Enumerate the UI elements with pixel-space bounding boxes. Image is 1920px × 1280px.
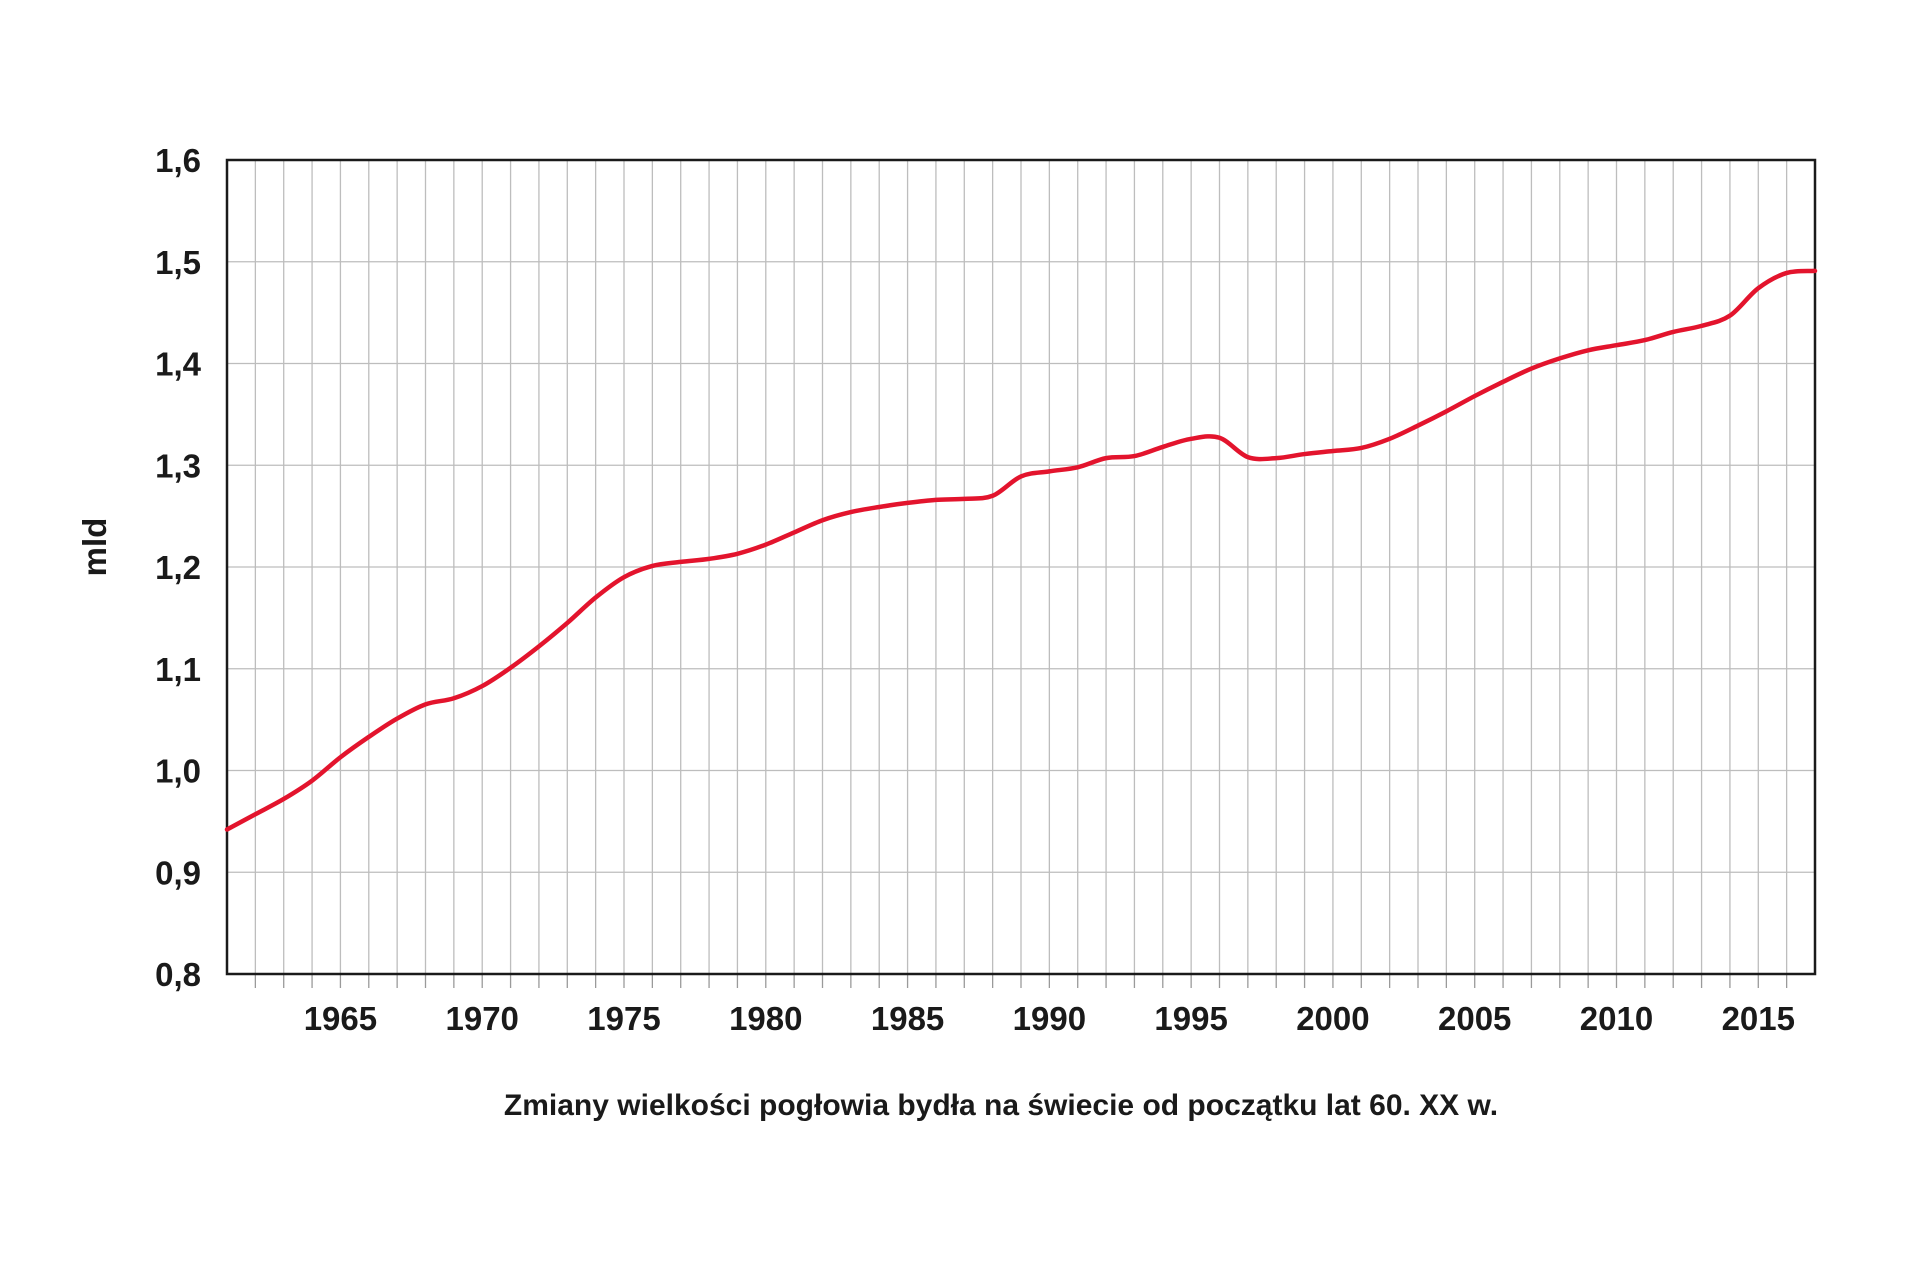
chart-title: Zmiany wielkości pogłowia bydła na świec… — [504, 1089, 1498, 1122]
y-tick-label: 0,8 — [155, 956, 201, 993]
y-tick-label: 1,5 — [155, 244, 201, 281]
y-tick-label: 1,2 — [155, 549, 201, 586]
grid-horizontal-lines — [227, 261, 1815, 873]
y-tick-label: 1,1 — [155, 651, 201, 688]
y-tick-label: 1,6 — [155, 142, 201, 179]
x-tick-label: 1970 — [446, 1000, 519, 1037]
y-axis-tick-labels: 0,8 0,9 1,0 1,1 1,2 1,3 1,4 1,5 1,6 — [155, 142, 202, 993]
y-tick-label: 1,0 — [155, 753, 201, 790]
x-tick-label: 2010 — [1580, 1000, 1653, 1037]
y-tick-label: 1,3 — [155, 447, 201, 484]
x-tick-label: 2000 — [1296, 1000, 1369, 1037]
x-tick-label: 2015 — [1722, 1000, 1795, 1037]
x-tick-label: 1990 — [1013, 1000, 1086, 1037]
plot-frame — [225, 158, 1817, 976]
x-axis-tick-labels: 1965 1970 1975 1980 1985 1990 1995 2000 2005 2010… — [304, 1000, 1795, 1037]
x-tick-label: 1975 — [587, 1000, 660, 1037]
series-line — [224, 268, 1818, 832]
y-tick-label: 1,4 — [155, 346, 202, 383]
x-tick-label: 2005 — [1438, 1000, 1511, 1037]
x-tick-label: 1985 — [871, 1000, 944, 1037]
x-axis-ticks — [254, 974, 1788, 988]
x-tick-label: 1980 — [729, 1000, 802, 1037]
x-tick-label: 1965 — [304, 1000, 377, 1037]
x-tick-label: 1995 — [1154, 1000, 1227, 1037]
y-tick-label: 0,9 — [155, 854, 201, 891]
y-axis-label: mld — [76, 518, 113, 577]
